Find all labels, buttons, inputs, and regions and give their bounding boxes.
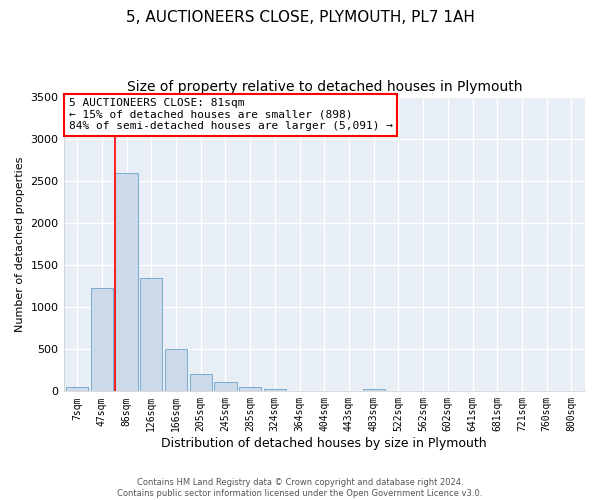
X-axis label: Distribution of detached houses by size in Plymouth: Distribution of detached houses by size … <box>161 437 487 450</box>
Bar <box>66 387 88 392</box>
Text: 5 AUCTIONEERS CLOSE: 81sqm
← 15% of detached houses are smaller (898)
84% of sem: 5 AUCTIONEERS CLOSE: 81sqm ← 15% of deta… <box>69 98 393 131</box>
Bar <box>115 173 137 392</box>
Text: 5, AUCTIONEERS CLOSE, PLYMOUTH, PL7 1AH: 5, AUCTIONEERS CLOSE, PLYMOUTH, PL7 1AH <box>125 10 475 25</box>
Bar <box>214 382 236 392</box>
Y-axis label: Number of detached properties: Number of detached properties <box>15 156 25 332</box>
Bar <box>362 389 385 392</box>
Bar <box>165 349 187 392</box>
Bar <box>140 278 163 392</box>
Bar <box>91 288 113 392</box>
Title: Size of property relative to detached houses in Plymouth: Size of property relative to detached ho… <box>127 80 522 94</box>
Text: Contains HM Land Registry data © Crown copyright and database right 2024.
Contai: Contains HM Land Registry data © Crown c… <box>118 478 482 498</box>
Bar <box>190 374 212 392</box>
Bar <box>239 387 261 392</box>
Bar <box>264 389 286 392</box>
